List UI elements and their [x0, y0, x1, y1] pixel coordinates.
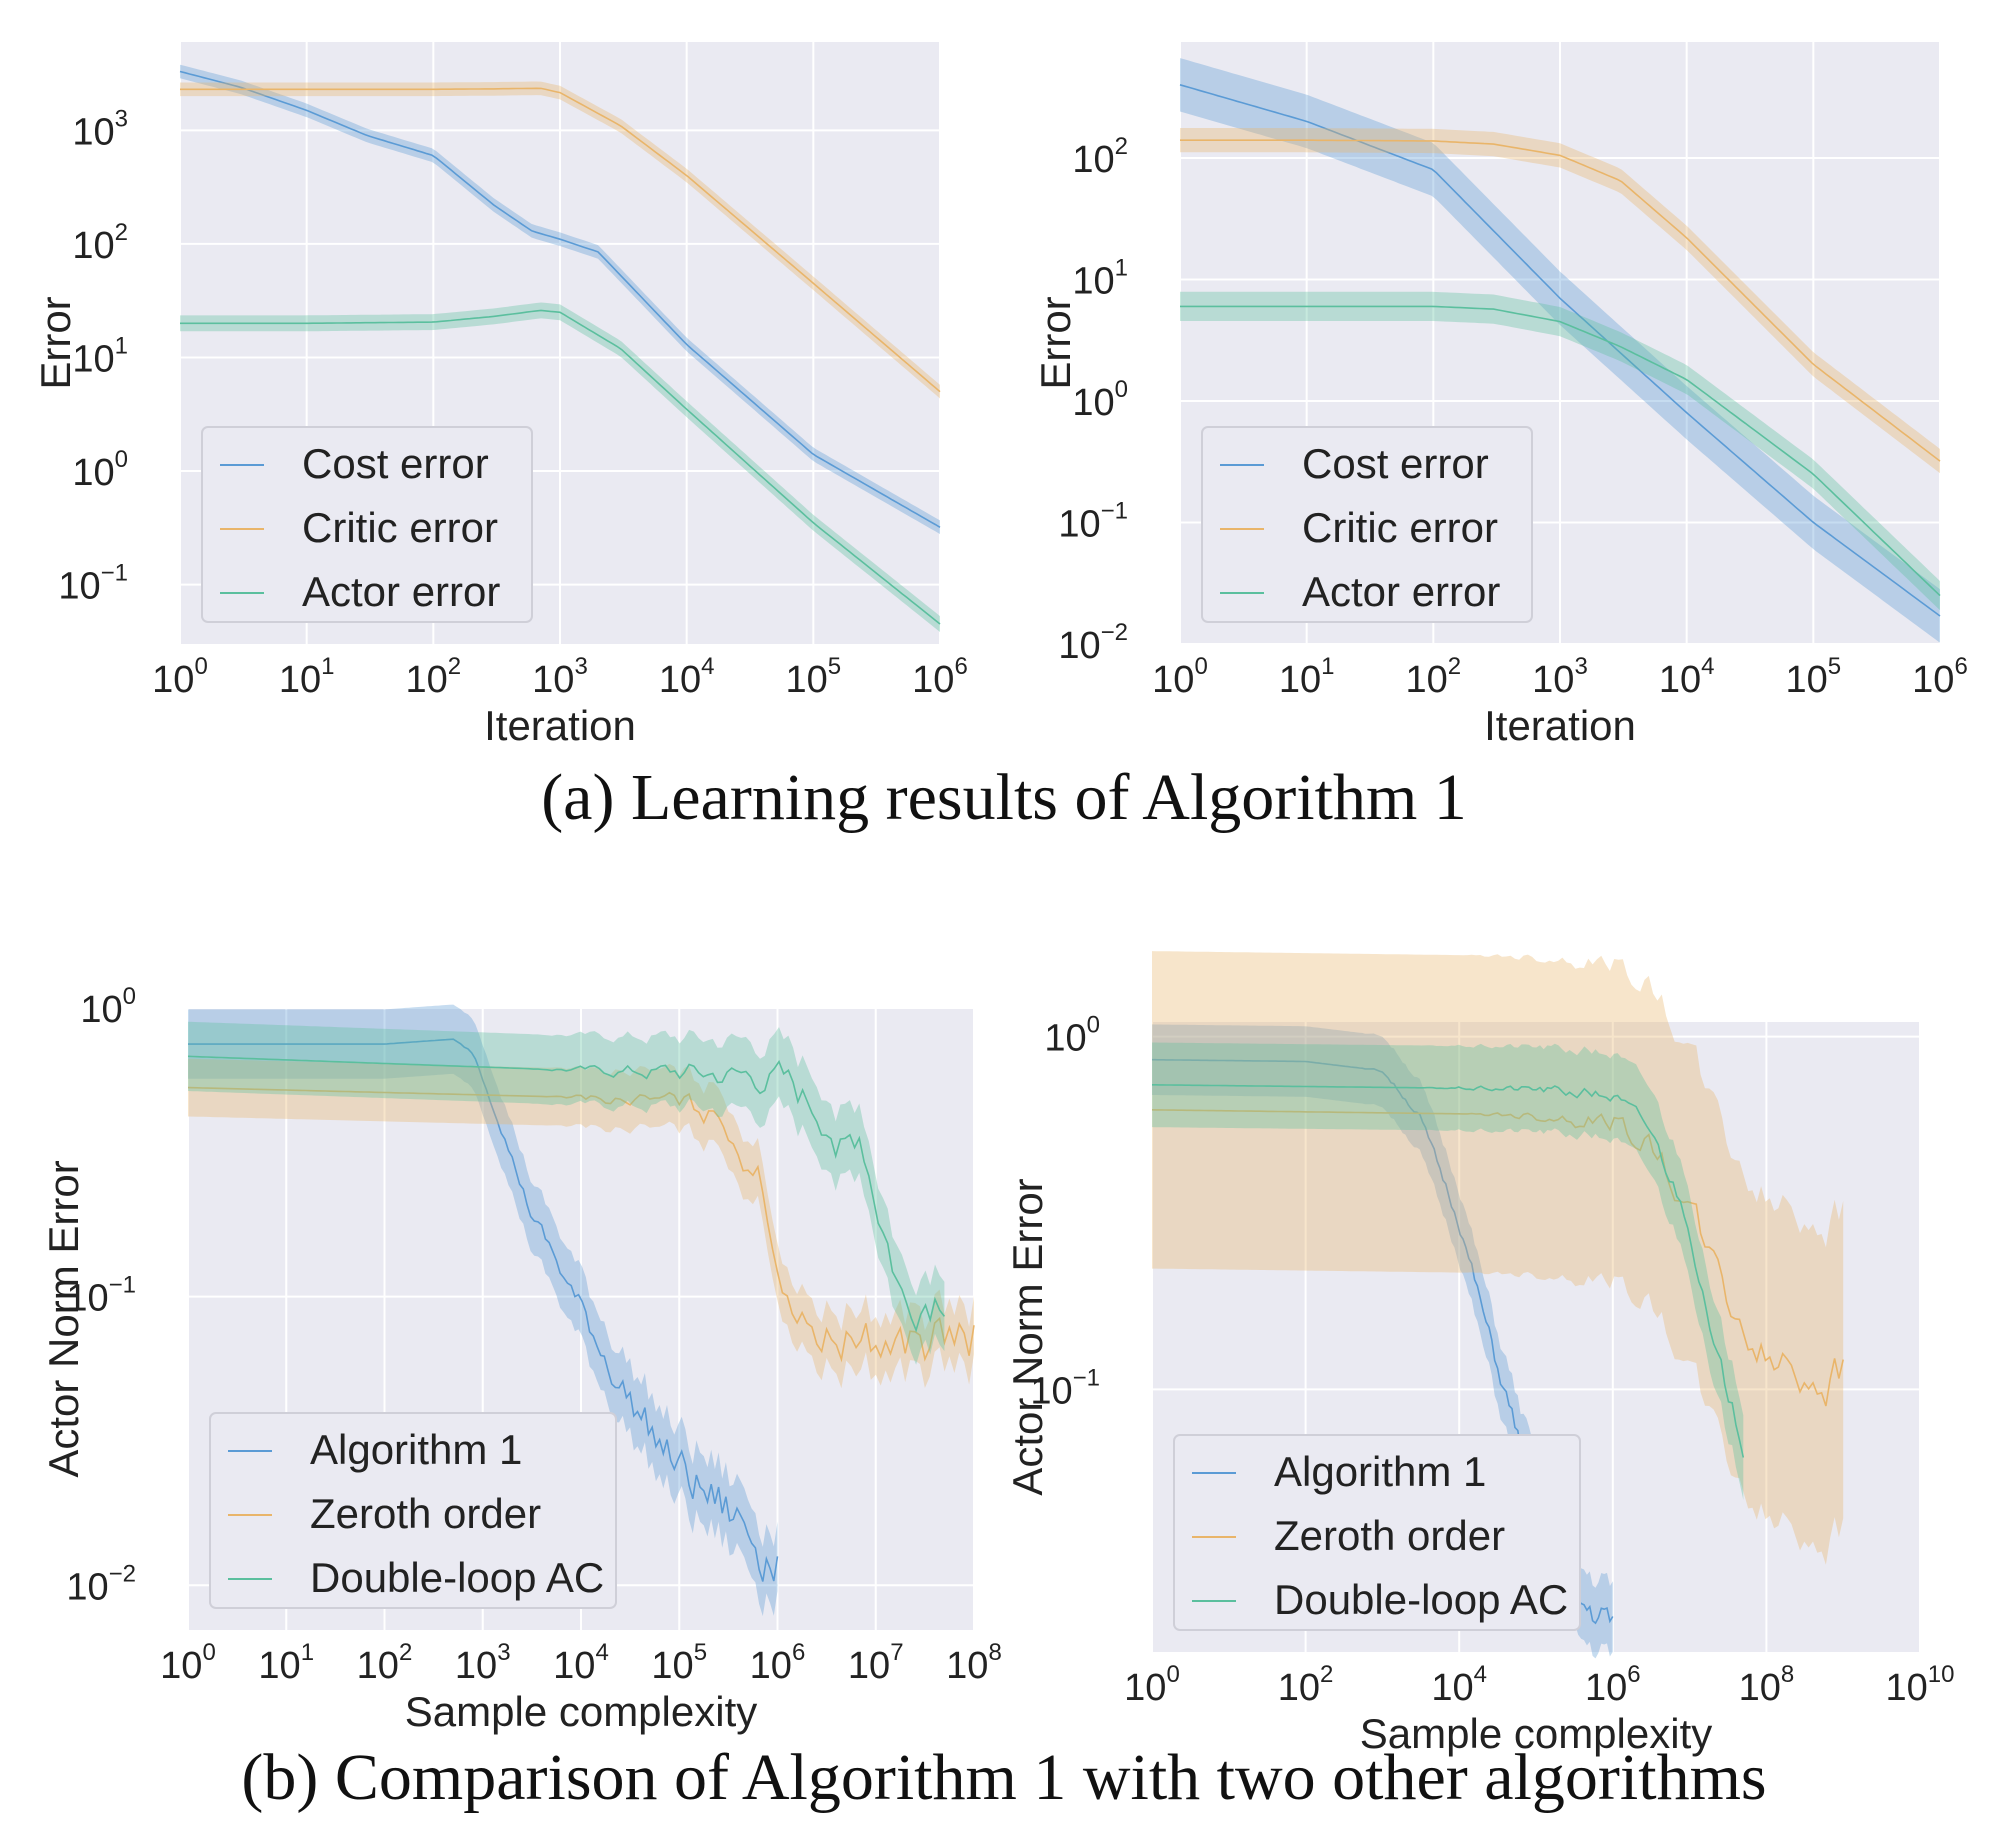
x-tick-label: 106	[750, 1639, 806, 1687]
x-tick-label: 102	[1406, 653, 1462, 701]
x-tick-label: 107	[848, 1639, 904, 1687]
x-tick-label: 104	[1659, 653, 1715, 701]
y-tick-label: 101	[72, 332, 128, 380]
x-tick-label: 106	[1912, 653, 1968, 701]
series-line-algorithm-1	[188, 1038, 779, 1582]
series-line-critic-error	[1180, 139, 1941, 462]
legend	[1201, 426, 1533, 623]
series-band-cost-error	[180, 64, 940, 535]
series-line-cost-error	[1179, 84, 1941, 617]
y-tick-label: 101	[1072, 254, 1128, 302]
series-line-critic-error	[180, 87, 941, 393]
x-axis-label: Sample complexity	[405, 1688, 757, 1735]
series-band-zeroth-order	[1152, 951, 1844, 1565]
x-tick-label: 105	[786, 653, 842, 701]
y-axis-label: Actor Norm Error	[40, 1160, 87, 1477]
x-tick-label: 100	[160, 1639, 216, 1687]
caption-b: (b) Comparison of Algorithm 1 with two o…	[241, 1741, 1767, 1814]
y-axis-label: Error	[32, 296, 79, 389]
y-tick-label: 10−1	[66, 1272, 136, 1320]
x-tick-label: 103	[455, 1639, 511, 1687]
legend-label: Critic error	[1302, 504, 1498, 551]
x-tick-label: 106	[1585, 1661, 1641, 1709]
legend-label: Actor error	[1302, 568, 1500, 615]
x-tick-label: 105	[1786, 653, 1842, 701]
y-axis-label: Actor Norm Error	[1004, 1178, 1051, 1495]
x-tick-label: 102	[357, 1639, 413, 1687]
y-tick-label: 102	[72, 219, 128, 267]
x-tick-label: 103	[532, 653, 588, 701]
series-band-double-loop-ac	[1152, 1042, 1744, 1500]
y-tick-label: 10−1	[58, 560, 128, 608]
legend-label: Double-loop AC	[310, 1554, 604, 1601]
legend-label: Actor error	[302, 568, 500, 615]
y-axis-label: Error	[1032, 296, 1079, 389]
y-tick-label: 100	[80, 983, 136, 1031]
y-tick-label: 102	[1072, 133, 1128, 181]
series-band-zeroth-order	[188, 1058, 974, 1389]
x-tick-label: 100	[1124, 1661, 1180, 1709]
chart-a-right: 100 101 102 103 104 105 106 10−2 10−1 100 101 102 It…	[1032, 42, 1968, 749]
legend-label: Cost error	[302, 440, 489, 487]
x-tick-label: 100	[1152, 653, 1208, 701]
x-tick-label: 101	[1279, 653, 1335, 701]
legend-label: Critic error	[302, 504, 498, 551]
series-band-cost-error	[1180, 58, 1940, 643]
series-line-zeroth-order	[1151, 1109, 1844, 1407]
series-band-actor-error	[1180, 291, 1940, 611]
x-tick-label: 104	[1431, 1661, 1487, 1709]
series-line-double-loop-ac	[1152, 1084, 1745, 1458]
legend-label: Zeroth order	[1274, 1512, 1505, 1559]
x-tick-label: 102	[1278, 1661, 1334, 1709]
chart-a-left: 100 101 102 103 104 105 10610−1100101102103Ite…	[32, 42, 968, 749]
x-tick-label: 104	[553, 1639, 609, 1687]
legend-label: Double-loop AC	[1274, 1576, 1568, 1623]
y-tick-label: 100	[1072, 376, 1128, 424]
legend-label: Algorithm 1	[1274, 1448, 1486, 1495]
legend	[201, 426, 533, 623]
y-tick-label: 10−1	[1058, 497, 1128, 545]
series-line-actor-error	[180, 309, 941, 625]
x-axis-label: Sample complexity	[1360, 1710, 1712, 1757]
series-line-double-loop-ac	[187, 1055, 946, 1333]
x-axis-label: Iteration	[1484, 702, 1636, 749]
y-tick-label: 10−2	[1058, 619, 1128, 667]
series-line-cost-error	[179, 70, 941, 528]
x-tick-label: 102	[406, 653, 462, 701]
x-tick-label: 101	[279, 653, 335, 701]
chart-b-left: 100 101 102 103 104 105 106 107 108 10−2 10−1 100 Sa…	[40, 983, 1002, 1735]
x-tick-label: 100	[152, 653, 208, 701]
x-tick-label: 104	[659, 653, 715, 701]
x-tick-label: 1010	[1886, 1661, 1955, 1709]
legend	[1173, 1434, 1581, 1631]
legend-label: Algorithm 1	[310, 1426, 522, 1473]
legend-label: Zeroth order	[310, 1490, 541, 1537]
y-tick-label: 100	[1044, 1012, 1100, 1060]
series-line-actor-error	[1180, 305, 1941, 597]
x-axis-label: Iteration	[484, 702, 636, 749]
y-tick-label: 100	[72, 446, 128, 494]
series-line-zeroth-order	[187, 1086, 975, 1363]
y-tick-label: 103	[72, 105, 128, 153]
x-tick-label: 108	[946, 1639, 1002, 1687]
series-band-algorithm-1	[188, 1004, 778, 1617]
x-tick-label: 103	[1532, 653, 1588, 701]
legend	[209, 1412, 617, 1609]
x-tick-label: 108	[1739, 1661, 1795, 1709]
y-tick-label: 10−2	[66, 1560, 136, 1608]
legend-label: Cost error	[1302, 440, 1489, 487]
x-tick-label: 105	[651, 1639, 707, 1687]
caption-a: (a) Learning results of Algorithm 1	[541, 761, 1467, 834]
x-tick-label: 101	[258, 1639, 314, 1687]
series-band-double-loop-ac	[188, 1021, 945, 1365]
x-tick-label: 106	[912, 653, 968, 701]
